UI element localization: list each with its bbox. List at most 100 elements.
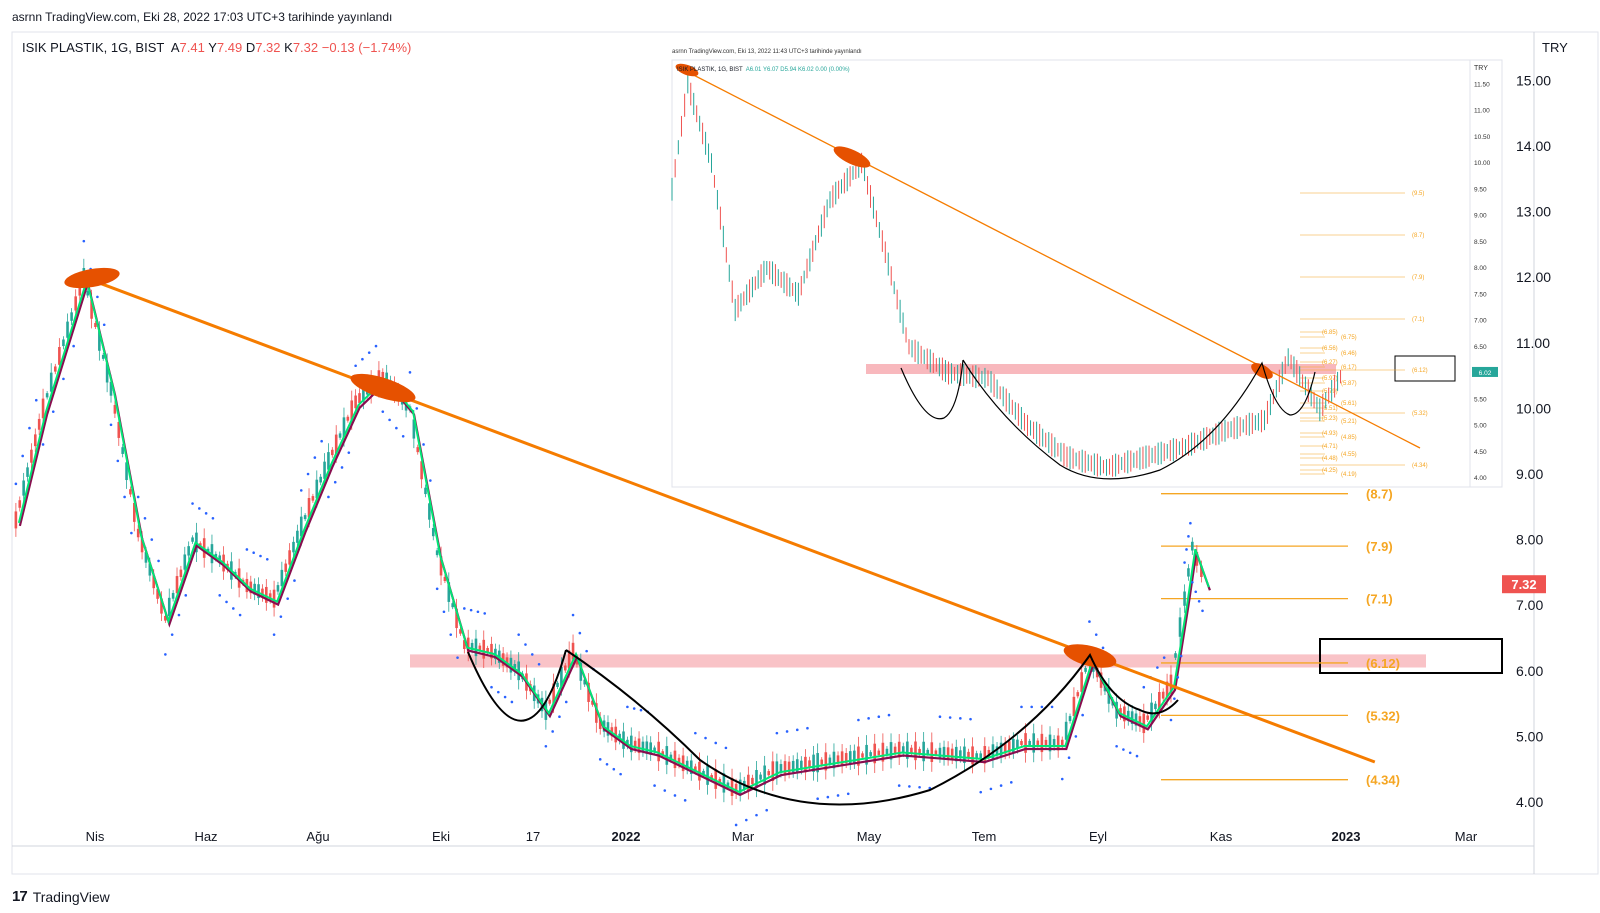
inset-peak-highlight xyxy=(833,146,871,168)
psar-dot xyxy=(1115,744,1118,748)
psar-dot xyxy=(619,772,622,776)
psar-dot xyxy=(605,762,609,766)
psar-dot xyxy=(252,551,255,555)
inset-fib-label: (5.61) xyxy=(1341,401,1357,407)
inset-price-tick: 5.50 xyxy=(1474,396,1487,403)
candle-body xyxy=(284,563,288,572)
symbol-name: ISIK PLASTIK, 1G, BIST xyxy=(22,40,165,55)
candle-body xyxy=(938,747,942,758)
candle-body xyxy=(1024,733,1027,753)
psar-dot xyxy=(1030,705,1033,709)
candle-body xyxy=(292,541,295,553)
psar-dot xyxy=(517,633,520,637)
psar-dot xyxy=(775,731,779,735)
inset-price-tick: 8.50 xyxy=(1474,239,1487,246)
candle-body xyxy=(853,750,856,763)
candle-body xyxy=(730,777,734,796)
low-label: D xyxy=(245,40,256,55)
inset-fib-label: (6.85) xyxy=(1322,330,1338,336)
candle-body xyxy=(1060,739,1064,747)
inset-price-tick: 10.00 xyxy=(1474,160,1491,167)
inset-fib-label: (4.25) xyxy=(1322,468,1338,474)
psar-dot xyxy=(374,344,378,348)
psar-dot xyxy=(102,323,106,327)
price-axis[interactable]: 15.00 14.00 13.00 12.00 11.00 10.00 9.00 8.00 7.… xyxy=(1516,72,1551,810)
psar-dot xyxy=(564,700,568,704)
time-tick-label: Mar xyxy=(732,829,755,844)
candle-body xyxy=(311,496,315,501)
footer[interactable]: 17 TradingView xyxy=(12,888,110,905)
psar-dot xyxy=(704,736,707,740)
candle-body xyxy=(738,779,742,795)
candle-body xyxy=(1080,672,1083,692)
psar-dot xyxy=(530,653,534,656)
candle-body xyxy=(1003,742,1007,754)
candle-body xyxy=(1154,703,1157,710)
candle-body xyxy=(1007,741,1011,753)
candle-body xyxy=(1084,667,1087,672)
psar-dot xyxy=(1101,646,1105,650)
candle-body xyxy=(26,467,29,477)
candle-body xyxy=(595,703,598,723)
psar-dot xyxy=(41,443,45,446)
psar-dot xyxy=(272,633,276,637)
psar-dot xyxy=(653,784,656,787)
candle-body xyxy=(478,645,482,652)
psar-dot xyxy=(877,715,881,719)
inset-price-tick: 5.00 xyxy=(1474,423,1487,430)
psar-dot xyxy=(938,715,942,719)
psar-dot xyxy=(979,790,983,794)
candle-body xyxy=(474,638,478,657)
candle-body xyxy=(41,398,45,419)
psar-dot xyxy=(1074,735,1078,738)
candle-body xyxy=(358,393,361,404)
fib-level-label: (5.32) xyxy=(1366,708,1400,723)
psar-dot xyxy=(1179,654,1183,658)
candle-body xyxy=(416,447,420,453)
candle-body xyxy=(58,347,61,365)
inset-fib-label: (6.17) xyxy=(1341,365,1357,371)
price-tick-label: 5.00 xyxy=(1516,728,1543,744)
candle-body xyxy=(645,741,649,754)
psar-dot xyxy=(361,357,364,361)
psar-dot xyxy=(388,418,391,422)
inset-price-tick: 7.00 xyxy=(1474,318,1487,325)
candle-body xyxy=(1068,716,1072,722)
candle-body xyxy=(995,746,999,756)
psar-dot xyxy=(639,708,643,712)
candle-body xyxy=(1016,739,1019,749)
psar-dot xyxy=(28,426,31,430)
candle-body xyxy=(567,650,571,669)
fib-level-label: (7.1) xyxy=(1366,592,1393,607)
publication-note: asrnn TradingView.com, Eki 28, 2022 17:0… xyxy=(12,10,393,24)
candle-body xyxy=(152,575,156,589)
candle-body xyxy=(334,434,338,454)
candle-body xyxy=(70,312,73,321)
psar-dot xyxy=(1009,781,1013,784)
inset-fib-label: (4.71) xyxy=(1322,444,1338,450)
psar-dot xyxy=(476,610,480,614)
candle-body xyxy=(641,741,645,752)
candle-body xyxy=(346,416,350,421)
time-axis[interactable]: Nis Haz Ağu Eki 17 2022 Mar May Tem Eyl Kas 2023 Mar xyxy=(86,829,1478,844)
candle-body xyxy=(918,748,921,754)
inset-price-tick: 10.50 xyxy=(1474,134,1491,141)
psar-dot xyxy=(82,239,86,243)
candle-body xyxy=(447,582,451,602)
psar-dot xyxy=(585,649,588,653)
candle-body xyxy=(280,569,284,587)
psar-dot xyxy=(598,758,602,761)
candle-body xyxy=(975,753,978,759)
annotations xyxy=(64,267,1376,806)
candle-body xyxy=(767,771,771,776)
psar-dot xyxy=(429,479,432,482)
candle-body xyxy=(1150,702,1153,722)
psar-dot xyxy=(571,613,575,617)
time-tick-label: Ağu xyxy=(306,829,329,844)
candle-body xyxy=(109,381,113,396)
candle-body xyxy=(470,642,474,650)
price-tick-label: 9.00 xyxy=(1516,466,1543,482)
candle-body xyxy=(804,756,807,773)
candle-body xyxy=(105,363,109,383)
